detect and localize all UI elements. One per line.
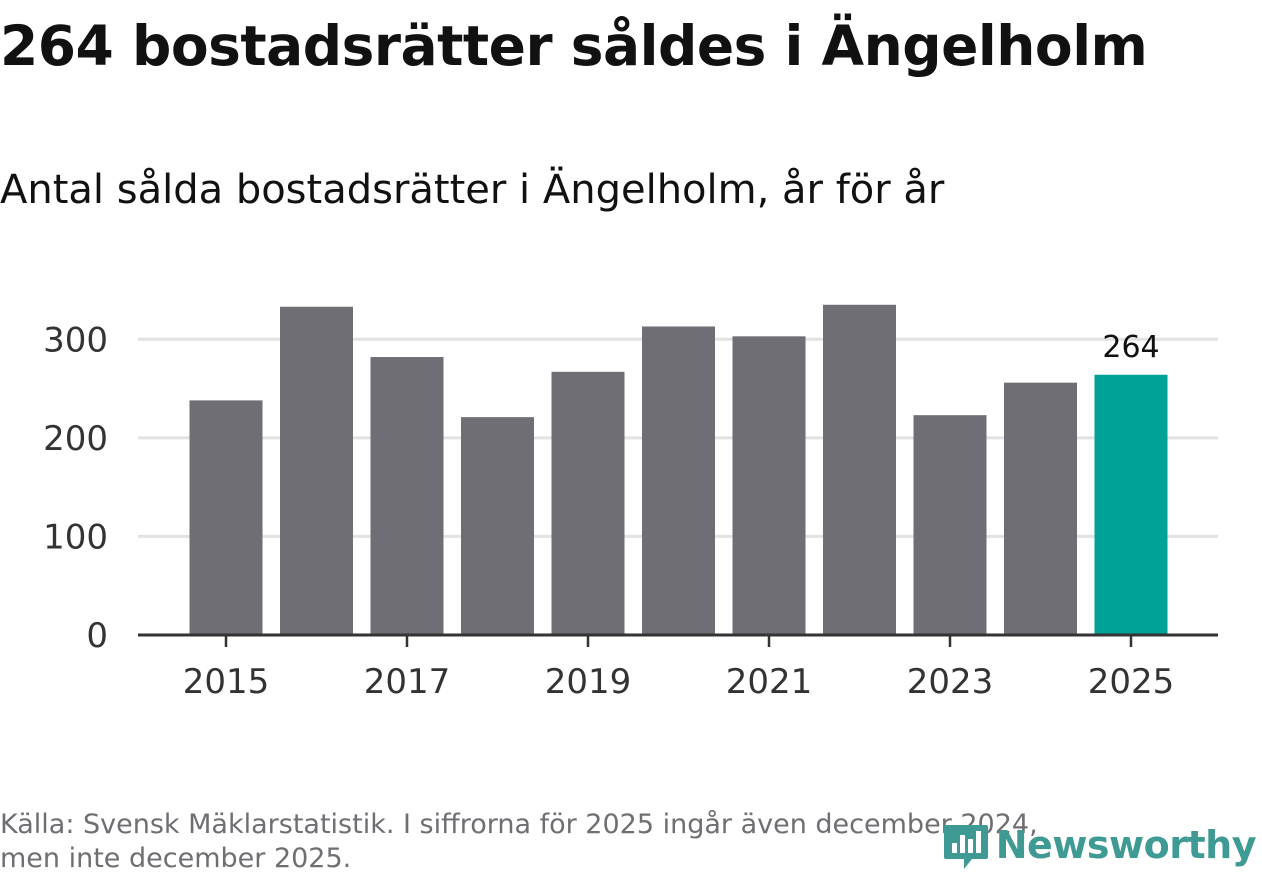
data-label-2025: 264 <box>1102 330 1159 365</box>
labels: 0 100 200 300 264 2015 2017 2019 2021 2023 2025 <box>43 320 1174 702</box>
brand-logo: Newsworthy <box>942 819 1257 871</box>
chart-title: 264 bostadsrätter såldes i Ängelholm <box>0 14 1148 78</box>
x-tick-label: 2025 <box>1088 662 1175 702</box>
bar-chart: 0 100 200 300 264 2015 2017 2019 2021 2023 2025 <box>43 304 1218 702</box>
bar-2019 <box>551 371 625 635</box>
source-note-line-2: men inte december 2025. <box>0 843 352 874</box>
x-tick-label: 2017 <box>364 662 451 702</box>
source-note-line-1: Källa: Svensk Mäklarstatistik. I siffror… <box>0 809 1038 840</box>
y-tick-label: 200 <box>43 419 108 459</box>
bar-2022 <box>823 304 896 635</box>
axes <box>138 633 1218 647</box>
bar-2021 <box>732 336 806 635</box>
bar-2018 <box>461 417 534 635</box>
x-tick-label: 2019 <box>545 662 632 702</box>
newsworthy-logo-icon <box>943 825 988 869</box>
bar-2017 <box>370 357 444 635</box>
x-tick-label: 2015 <box>183 662 270 702</box>
x-tick-label: 2023 <box>907 662 994 702</box>
bar-2025 <box>1094 374 1168 635</box>
y-tick-label: 300 <box>43 320 108 360</box>
y-tick-label: 0 <box>86 616 108 656</box>
chart-subtitle: Antal sålda bostadsrätter i Ängelholm, å… <box>0 167 945 213</box>
bar-2020 <box>642 326 715 635</box>
bar-2015 <box>189 400 263 635</box>
x-tick-label: 2021 <box>726 662 813 702</box>
brand-name: Newsworthy <box>995 823 1257 867</box>
y-tick-label: 100 <box>43 517 108 557</box>
source-note: Källa: Svensk Mäklarstatistik. I siffror… <box>0 808 1200 876</box>
bar-2016 <box>280 306 353 635</box>
bar-2024 <box>1004 382 1077 635</box>
bars <box>189 304 1168 635</box>
bar-2023 <box>913 415 987 635</box>
